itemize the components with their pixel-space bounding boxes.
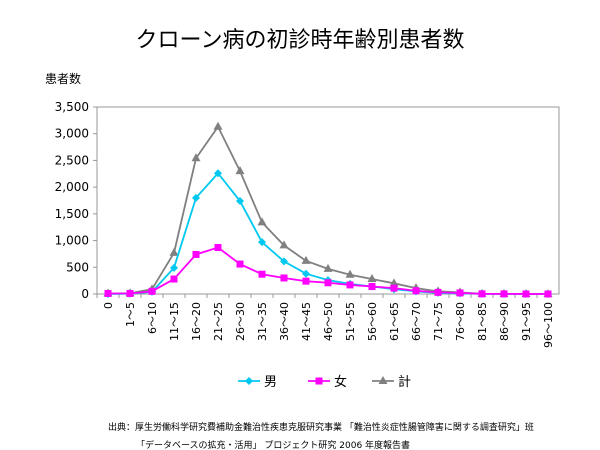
x-tick-label: 61～65	[388, 302, 401, 341]
x-tick-label: 31～35	[256, 302, 269, 341]
plot-frame	[96, 106, 560, 295]
data-point-女	[214, 244, 222, 252]
data-point-女	[302, 277, 310, 285]
x-tick-label: 21～25	[212, 302, 225, 341]
x-tick-label: 71～75	[432, 302, 445, 341]
source-line-1: 出典：厚生労働科学研究費補助金難治性疾患克服研究事業 「難治性炎症性腸管障害に関…	[108, 423, 534, 433]
x-tick-label: 1～5	[124, 302, 137, 327]
x-tick-label: 51～55	[344, 302, 357, 341]
data-point-計	[279, 240, 289, 249]
data-point-計	[323, 263, 333, 272]
x-tick-label: 86～90	[498, 302, 511, 341]
y-tick-label: 0	[81, 287, 89, 301]
x-tick-label: 76～80	[454, 302, 467, 341]
data-point-女	[478, 290, 486, 298]
data-point-男	[302, 269, 310, 278]
y-tick-label: 2,000	[55, 180, 89, 194]
x-tick-label: 46～50	[322, 302, 335, 341]
data-point-女	[434, 288, 442, 296]
data-point-計	[235, 166, 245, 175]
data-point-計	[378, 376, 388, 384]
data-point-計	[257, 217, 267, 226]
data-point-女	[456, 289, 464, 297]
data-point-女	[148, 287, 156, 295]
chart-title: クローン病の初診時年齢別患者数	[135, 28, 465, 53]
data-point-男	[214, 169, 222, 178]
legend-label: 女	[334, 374, 347, 390]
x-tick-label: 11～15	[168, 302, 181, 341]
data-point-計	[191, 153, 201, 162]
data-point-女	[324, 279, 332, 287]
data-point-女	[412, 287, 420, 295]
data-point-女	[236, 260, 244, 268]
x-tick-label: 6～10	[146, 302, 159, 334]
data-point-女	[522, 290, 530, 298]
data-point-女	[368, 283, 376, 291]
data-point-女	[280, 274, 288, 282]
legend-label: 男	[264, 375, 277, 390]
x-tick-label: 56～60	[366, 302, 379, 341]
data-point-女	[126, 289, 134, 297]
data-point-男	[236, 197, 244, 206]
y-tick-label: 2,500	[55, 153, 89, 167]
data-point-女	[104, 289, 112, 297]
x-tick-label: 81～85	[476, 302, 489, 341]
y-tick-label: 3,000	[55, 127, 89, 141]
legend-label: 計	[398, 374, 411, 390]
data-point-計	[367, 274, 377, 283]
data-point-男	[192, 193, 200, 202]
data-point-女	[500, 290, 508, 298]
source-line-2: 「データベースの拡充・活用」 プロジェクト研究 2006 年度報告書	[136, 441, 411, 450]
data-point-計	[389, 278, 399, 287]
data-point-女	[258, 270, 266, 278]
data-point-女	[346, 281, 354, 289]
y-tick-label: 3,500	[55, 100, 89, 114]
data-point-計	[301, 255, 311, 264]
data-point-女	[170, 275, 178, 283]
x-tick-label: 96～100	[542, 302, 555, 348]
x-tick-label: 0	[102, 302, 115, 309]
data-point-男	[245, 377, 253, 385]
data-point-女	[544, 290, 552, 298]
x-tick-label: 41～45	[300, 302, 313, 341]
data-point-男	[258, 238, 266, 247]
data-point-女	[315, 377, 323, 385]
x-tick-label: 16～20	[190, 302, 203, 341]
x-tick-label: 66～70	[410, 302, 423, 341]
data-point-計	[213, 121, 223, 130]
data-point-計	[345, 269, 355, 278]
data-point-女	[390, 284, 398, 292]
data-point-女	[192, 250, 200, 258]
y-axis-label: 患者数	[45, 72, 82, 86]
x-tick-label: 26～30	[234, 302, 247, 341]
data-point-計	[169, 247, 179, 256]
data-point-男	[170, 263, 178, 272]
y-tick-label: 500	[66, 260, 89, 274]
data-point-男	[280, 257, 288, 266]
y-tick-label: 1,000	[55, 234, 89, 248]
y-tick-label: 1,500	[55, 207, 89, 221]
x-tick-label: 91～95	[520, 302, 533, 341]
x-tick-label: 36～40	[278, 302, 291, 341]
